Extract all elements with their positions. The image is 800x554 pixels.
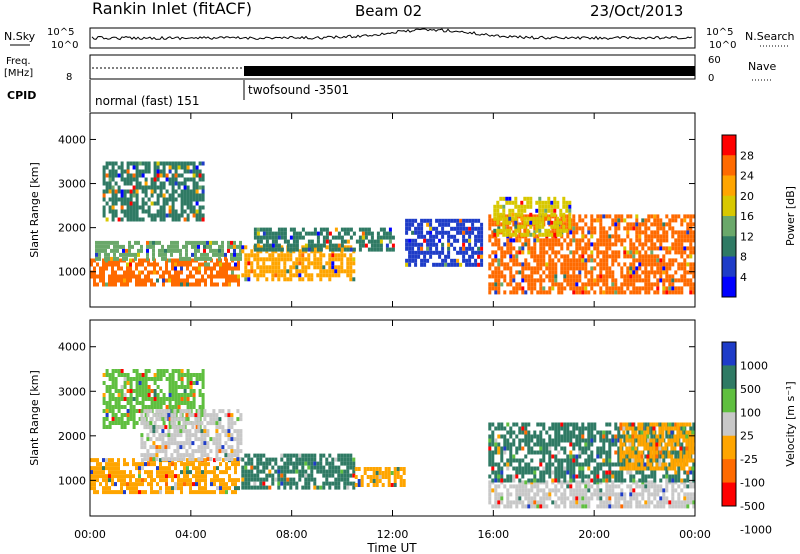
- noise-trace: [91, 28, 693, 41]
- power-colorbar-cell: [722, 155, 736, 176]
- velocity-panel: 1000 2000 3000 4000 Slant Range [km] 1000 500 1…: [28, 319, 797, 536]
- xtick-label: 00:00: [74, 528, 106, 541]
- ytick-label: 1000: [58, 266, 86, 279]
- xtick-label: 08:00: [276, 528, 308, 541]
- power-colorbar-label: 24: [740, 170, 754, 183]
- cpid-mode-1: normal (fast) 151: [95, 94, 199, 108]
- power-colorbar-cell: [722, 216, 736, 237]
- velocity-colorbar-title: Velocity [m s⁻¹]: [784, 381, 797, 466]
- velocity-colorbar-label: 500: [740, 383, 761, 396]
- date-title: 23/Oct/2013: [590, 2, 683, 20]
- velocity-colorbar-label: -25: [740, 453, 758, 466]
- power-colorbar-label: 28: [740, 149, 754, 162]
- velocity-colorbar-label: 100: [740, 406, 761, 419]
- velocity-ylabel: Slant Range [km]: [28, 370, 41, 466]
- cpid-panel: CPID normal (fast) 151 twofsound -3501: [7, 80, 349, 112]
- power-panel: 1000 2000 3000 4000 Slant Range [km] 28 24 20 16…: [28, 112, 797, 308]
- cpid-label: CPID: [7, 89, 36, 102]
- xtick-label: 04:00: [175, 528, 207, 541]
- power-region: [405, 218, 484, 267]
- ytick-label: 4000: [58, 341, 86, 354]
- velocity-region: [140, 409, 243, 462]
- power-colorbar-cell: [722, 175, 736, 197]
- nave-tick-top: 60: [708, 55, 721, 66]
- noise-panel: N.Sky 10^5 10^0 10^5 10^0 N.Search: [4, 27, 795, 51]
- velocity-region: [488, 480, 696, 509]
- power-colorbar-label: 4: [740, 271, 747, 284]
- velocity-colorbar-label: -100: [740, 477, 765, 490]
- velocity-colorbar-frame: [721, 341, 737, 507]
- velocity-region: [354, 467, 406, 487]
- ytick-label: 3000: [58, 385, 86, 398]
- ytick-label: 2000: [58, 222, 86, 235]
- velocity-colorbar-cell: [722, 342, 736, 366]
- xtick-label: 20:00: [578, 528, 610, 541]
- freq-label-1: Freq.: [6, 56, 31, 67]
- velocity-colorbar-label: -500: [740, 500, 765, 513]
- power-colorbar-cell: [722, 135, 736, 156]
- nave-tick-bottom: 0: [708, 73, 714, 84]
- freq-band: [244, 66, 695, 76]
- power-region: [90, 258, 240, 287]
- velocity-colorbar-cell: [722, 388, 736, 413]
- power-colorbar-cell: [722, 236, 736, 257]
- power-colorbar-cell: [722, 256, 736, 278]
- station-title: Rankin Inlet (fitACF): [92, 0, 252, 18]
- xtick-label: 00:00: [679, 528, 711, 541]
- nave-label: Nave: [748, 60, 776, 73]
- power-colorbar-label: 8: [740, 251, 747, 264]
- xtick-label: 12:00: [377, 528, 409, 541]
- velocity-region: [102, 369, 205, 429]
- power-colorbar-title: Power [dB]: [784, 186, 797, 246]
- power-colorbar-label: 12: [740, 230, 754, 243]
- noise-right-label: N.Search: [745, 30, 795, 43]
- velocity-colorbar-cell: [722, 435, 736, 460]
- xaxis-title: Time UT: [366, 541, 417, 554]
- noise-right-tick-top: 10^5: [706, 27, 733, 38]
- velocity-colorbar-label: 25: [740, 430, 754, 443]
- noise-left-tick-bottom: 10^0: [51, 40, 78, 51]
- power-region: [493, 196, 572, 237]
- velocity-colorbar-label: 1000: [740, 359, 768, 372]
- power-ylabel: Slant Range [km]: [28, 162, 41, 258]
- noise-left-tick-top: 10^5: [47, 27, 74, 38]
- noise-right-tick-bottom: 10^0: [709, 40, 736, 51]
- noise-left-label: N.Sky: [4, 30, 36, 43]
- power-colorbar-label: 20: [740, 190, 754, 203]
- power-region: [253, 227, 395, 252]
- freq-tick: 8: [66, 72, 72, 83]
- velocity-region: [619, 422, 695, 471]
- velocity-region: [90, 458, 240, 495]
- freq-panel: Freq. [MHz] 8 60 0 Nave: [4, 54, 776, 84]
- power-region: [95, 240, 242, 261]
- velocity-colorbar-cell: [722, 412, 736, 437]
- freq-label-2: [MHz]: [4, 68, 33, 79]
- velocity-colorbar-cell: [722, 482, 736, 507]
- beam-title: Beam 02: [355, 2, 422, 20]
- xtick-label: 16:00: [477, 528, 509, 541]
- velocity-colorbar-cell: [722, 365, 736, 390]
- power-region: [102, 161, 205, 222]
- ytick-label: 3000: [58, 178, 86, 191]
- ytick-label: 4000: [58, 133, 86, 146]
- ytick-label: 2000: [58, 430, 86, 443]
- power-colorbar-cell: [722, 276, 736, 298]
- velocity-colorbar-label: -1000: [740, 523, 772, 536]
- cpid-mode-2: twofsound -3501: [248, 83, 349, 97]
- power-colorbar-label: 16: [740, 210, 754, 223]
- power-colorbar-cell: [722, 195, 736, 217]
- velocity-colorbar-cell: [722, 459, 736, 484]
- velocity-region: [241, 453, 356, 490]
- power-colorbar-frame: [721, 134, 737, 298]
- ytick-label: 1000: [58, 474, 86, 487]
